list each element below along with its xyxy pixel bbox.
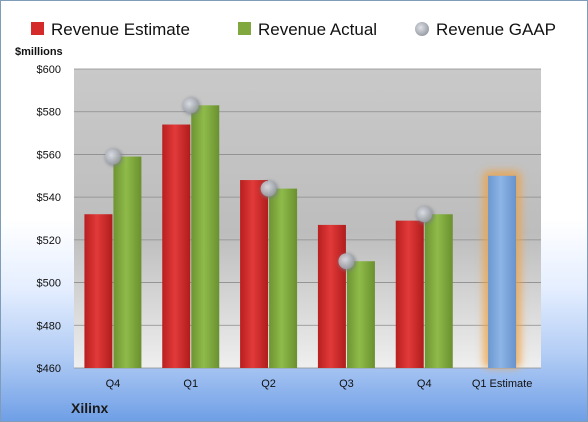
gaap-marker bbox=[338, 253, 355, 270]
legend-swatch-0 bbox=[31, 22, 44, 35]
x-tick-label: Q4 bbox=[417, 378, 432, 390]
estimate-bar bbox=[317, 224, 346, 368]
actual-bar bbox=[191, 105, 220, 369]
gridlines bbox=[74, 68, 541, 369]
x-tick-label: Q4 bbox=[106, 378, 121, 390]
y-tick-label: $540 bbox=[37, 192, 61, 204]
next-quarter-estimate-bar bbox=[488, 175, 517, 368]
y-axis-unit-label: $millions bbox=[15, 46, 63, 58]
estimate-bar bbox=[84, 214, 113, 368]
gaap-markers bbox=[104, 97, 435, 272]
y-tick-label: $560 bbox=[37, 149, 61, 161]
x-tick-label: Q1 bbox=[183, 378, 198, 390]
legend-gaap-marker bbox=[415, 22, 429, 36]
gaap-marker bbox=[416, 206, 433, 223]
gaap-marker bbox=[260, 180, 277, 197]
plot-area bbox=[74, 69, 541, 368]
gaap-marker bbox=[182, 97, 199, 114]
actual-bar bbox=[424, 214, 453, 368]
y-axis: $460 $480 $500 $520 $540 $560 $580 $600 bbox=[37, 64, 61, 375]
estimate-bar bbox=[240, 180, 269, 368]
estimate-bar bbox=[162, 124, 191, 369]
actual-bar bbox=[346, 261, 375, 368]
legend-label-1: Revenue Actual bbox=[258, 20, 377, 39]
x-tick-label: Q3 bbox=[339, 378, 354, 390]
estimate-bar bbox=[395, 220, 424, 368]
y-tick-label: $600 bbox=[37, 64, 61, 76]
legend-swatch-1 bbox=[238, 22, 251, 35]
y-tick-label: $480 bbox=[37, 320, 61, 332]
chart-legend: Revenue Estimate Revenue Actual Revenue GA… bbox=[31, 20, 556, 39]
y-tick-label: $520 bbox=[37, 235, 61, 247]
y-tick-label: $580 bbox=[37, 107, 61, 119]
x-tick-label: Q2 bbox=[261, 378, 276, 390]
actual-bar bbox=[269, 188, 298, 368]
y-tick-label: $460 bbox=[37, 363, 61, 375]
legend-label-0: Revenue Estimate bbox=[51, 20, 190, 39]
x-axis: Q4 Q1 Q2 Q3 Q4 Q1 Estimate bbox=[106, 378, 533, 390]
gaap-marker bbox=[104, 148, 121, 165]
x-tick-label: Q1 Estimate bbox=[472, 378, 533, 390]
legend-label-2: Revenue GAAP bbox=[436, 20, 556, 39]
bars bbox=[84, 105, 522, 369]
actual-bar bbox=[113, 156, 142, 368]
company-name: Xilinx bbox=[71, 400, 109, 416]
y-tick-label: $500 bbox=[37, 278, 61, 290]
